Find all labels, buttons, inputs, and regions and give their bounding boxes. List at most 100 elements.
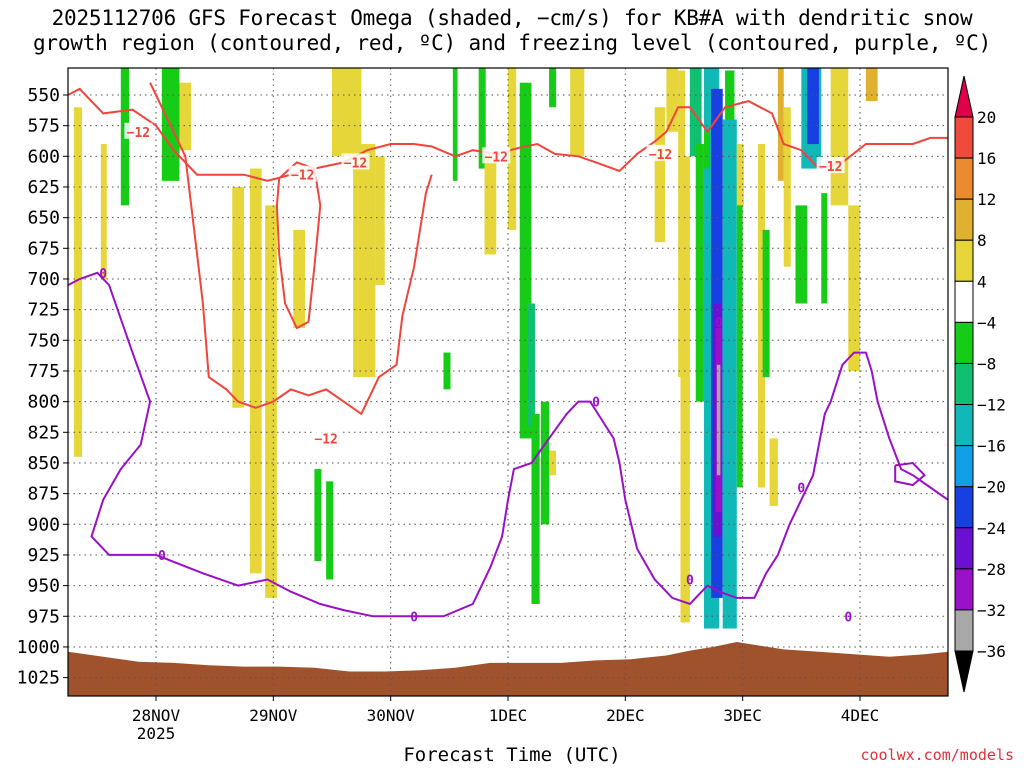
dgz-label-bg-1 [288,165,317,182]
colorbar-swatch-5 [954,321,974,364]
omega-shade-19 [519,82,532,439]
colorbar-label-5: −4 [977,313,996,332]
y-tick-label-950: 950 [27,576,60,597]
y-tick-label-750: 750 [27,330,60,351]
y-tick-label-1000: 1000 [17,637,60,658]
omega-shade-29 [680,156,690,623]
omega-shade-38 [722,119,737,629]
dgz-label-5: −12 [819,160,842,175]
dgz-label-bg-6 [312,429,341,446]
colorbar-label-10: −24 [977,519,1006,538]
omega-shade-17 [484,156,497,255]
y-tick-label-700: 700 [27,269,60,290]
y-tick-label-925: 925 [27,545,60,566]
credit-link[interactable]: coolwx.com/models [860,746,1014,764]
omega-shade-27 [666,68,679,132]
omega-shade-44 [769,438,778,506]
colorbar-swatch-8 [954,445,974,488]
y-tick-label-800: 800 [27,392,60,413]
colorbar-label-2: 12 [977,190,996,209]
omega-shade-12 [353,144,376,378]
colorbar-swatch-0 [954,116,974,159]
dgz-label-bg-4 [646,144,675,161]
dgz-label-3: −12 [485,150,508,165]
omega-shade-50 [821,193,828,304]
omega-shade-24 [549,68,557,108]
colorbar-label-4: 4 [977,272,987,291]
omega-shade-9 [314,469,322,562]
plot-area: −12 −12 −12 −12 −12 −12 −12 0 0 0 0 0 0 0 0 [67,67,949,697]
x-axis-label: Forecast Time (UTC) [403,744,621,766]
colorbar-swatch-10 [954,527,974,570]
y-tick-label-775: 775 [27,361,60,382]
dgz-label-0: −12 [127,126,150,141]
y-tick-label-625: 625 [27,177,60,198]
colorbar-label-6: −8 [977,354,996,373]
freezing-label-1: 0 [158,549,166,564]
omega-shade-15 [452,68,458,181]
colorbar-swatch-3 [954,239,974,282]
colorbar-swatch-11 [954,568,974,611]
omega-shade-43 [762,229,770,378]
omega-shade-53 [865,68,878,102]
y-tick-label-825: 825 [27,422,60,443]
dgz-contour-bottom [149,82,433,416]
omega-shade-45 [777,68,784,181]
omega-shade-22 [540,401,550,525]
y-tick-label-900: 900 [27,514,60,535]
omega-shade-41 [736,144,744,206]
freezing-label-0: 0 [99,267,107,282]
omega-shade-25 [570,68,585,157]
omega-shade-13 [375,156,385,286]
colorbar-top-triangle [954,75,974,118]
colorbar-label-7: −12 [977,396,1006,415]
omega-shade-21 [531,413,540,605]
y-tick-label-650: 650 [27,208,60,229]
omega-shade-37 [716,364,721,476]
omega-shade-1 [100,144,107,279]
omega-shade-4 [179,82,192,151]
colorbar-label-9: −20 [977,478,1006,497]
omega-shade-5 [232,186,244,408]
y-tick-label-875: 875 [27,484,60,505]
x-tick-label-4: 2DEC [606,706,645,725]
y-tick-label-1025: 1025 [17,668,60,689]
dgz-contour-top [68,87,948,182]
colorbar-label-1: 16 [977,149,996,168]
omega-shade-40 [736,180,743,488]
plot-inner: −12 −12 −12 −12 −12 −12 −12 0 0 0 0 0 0 0 0 [68,68,948,696]
omega-shade-46 [783,107,791,267]
dgz-label-2: −12 [344,156,367,171]
x-tick-label-1: 29NOV [249,706,298,725]
omega-shade-42 [757,144,765,488]
colorbar: 20 16 12 8 4 −4 −8 −12 −16 −20 −24 −28 −32 −36 [954,75,1006,693]
x-tick-label-6: 4DEC [841,706,880,725]
omega-shade-11 [332,68,362,157]
y-tick-label-600: 600 [27,146,60,167]
dgz-label-bg-5 [816,157,845,174]
title-line-2: growth region (contoured, red, ºC) and f… [32,31,992,55]
x-tick-label-3: 1DEC [489,706,528,725]
freezing-contour-loop [894,461,926,487]
freezing-label-2: 0 [410,610,418,625]
colorbar-swatch-2 [954,198,974,241]
x-tick-sublabel-0: 2025 [137,724,176,743]
x-tick-label-0: 28NOV [132,706,181,725]
colorbar-swatch-12 [954,609,974,652]
colorbar-swatch-7 [954,404,974,447]
y-tick-label-975: 975 [27,606,60,627]
omega-shade-31 [695,144,704,402]
dgz-label-bg-0 [124,122,153,139]
colorbar-swatch-1 [954,157,974,200]
omega-shade-33 [703,131,710,169]
colorbar-label-3: 8 [977,231,987,250]
title-line-1: 2025112706 GFS Forecast Omega (shaded, −… [51,6,973,30]
y-tick-label-675: 675 [27,238,60,259]
y-tick-label-575: 575 [27,116,60,137]
dgz-label-4: −12 [649,148,672,163]
omega-shade-0 [73,107,83,457]
omega-shade-52 [848,205,860,371]
colorbar-swatch-6 [954,362,974,406]
omega-shade-26 [654,107,666,243]
